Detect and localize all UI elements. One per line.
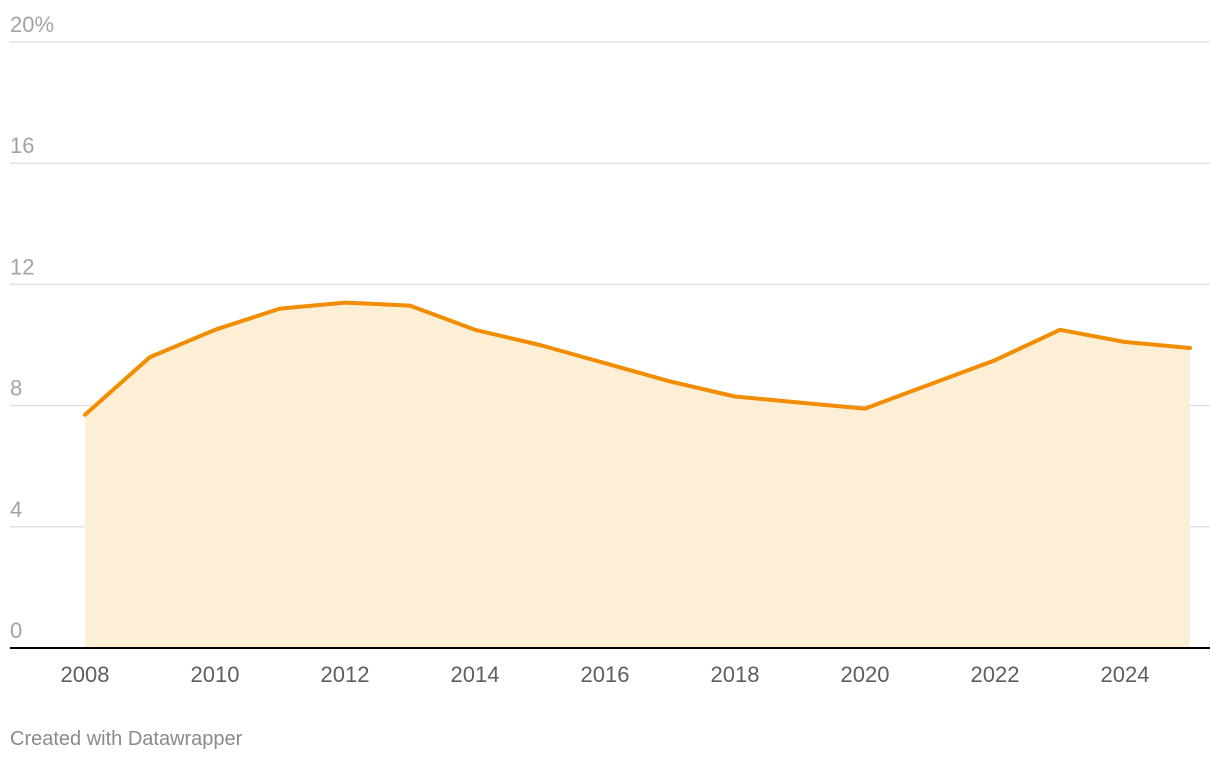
y-tick-label: 12 xyxy=(10,254,34,279)
x-tick-label: 2010 xyxy=(191,662,240,687)
x-tick-label: 2024 xyxy=(1101,662,1150,687)
x-tick-label: 2020 xyxy=(841,662,890,687)
x-tick-label: 2022 xyxy=(971,662,1020,687)
y-axis-tick-labels: 0 4 8 12 16 20% xyxy=(10,12,54,643)
y-tick-label: 8 xyxy=(10,376,22,401)
area-fill xyxy=(85,302,1190,648)
x-tick-label: 2012 xyxy=(321,662,370,687)
y-tick-label: 4 xyxy=(10,497,22,522)
y-tick-label: 20% xyxy=(10,12,54,37)
credit-text[interactable]: Created with Datawrapper xyxy=(10,728,243,750)
x-tick-label: 2016 xyxy=(581,662,630,687)
x-tick-label: 2018 xyxy=(711,662,760,687)
x-tick-label: 2014 xyxy=(451,662,500,687)
y-tick-label: 16 xyxy=(10,133,34,158)
series-line xyxy=(83,300,1192,417)
x-axis-tick-labels: 2008 2010 2012 2014 2016 2018 2020 2022 2024 xyxy=(61,662,1150,687)
x-tick-label: 2008 xyxy=(61,662,110,687)
y-tick-label: 0 xyxy=(10,618,22,643)
